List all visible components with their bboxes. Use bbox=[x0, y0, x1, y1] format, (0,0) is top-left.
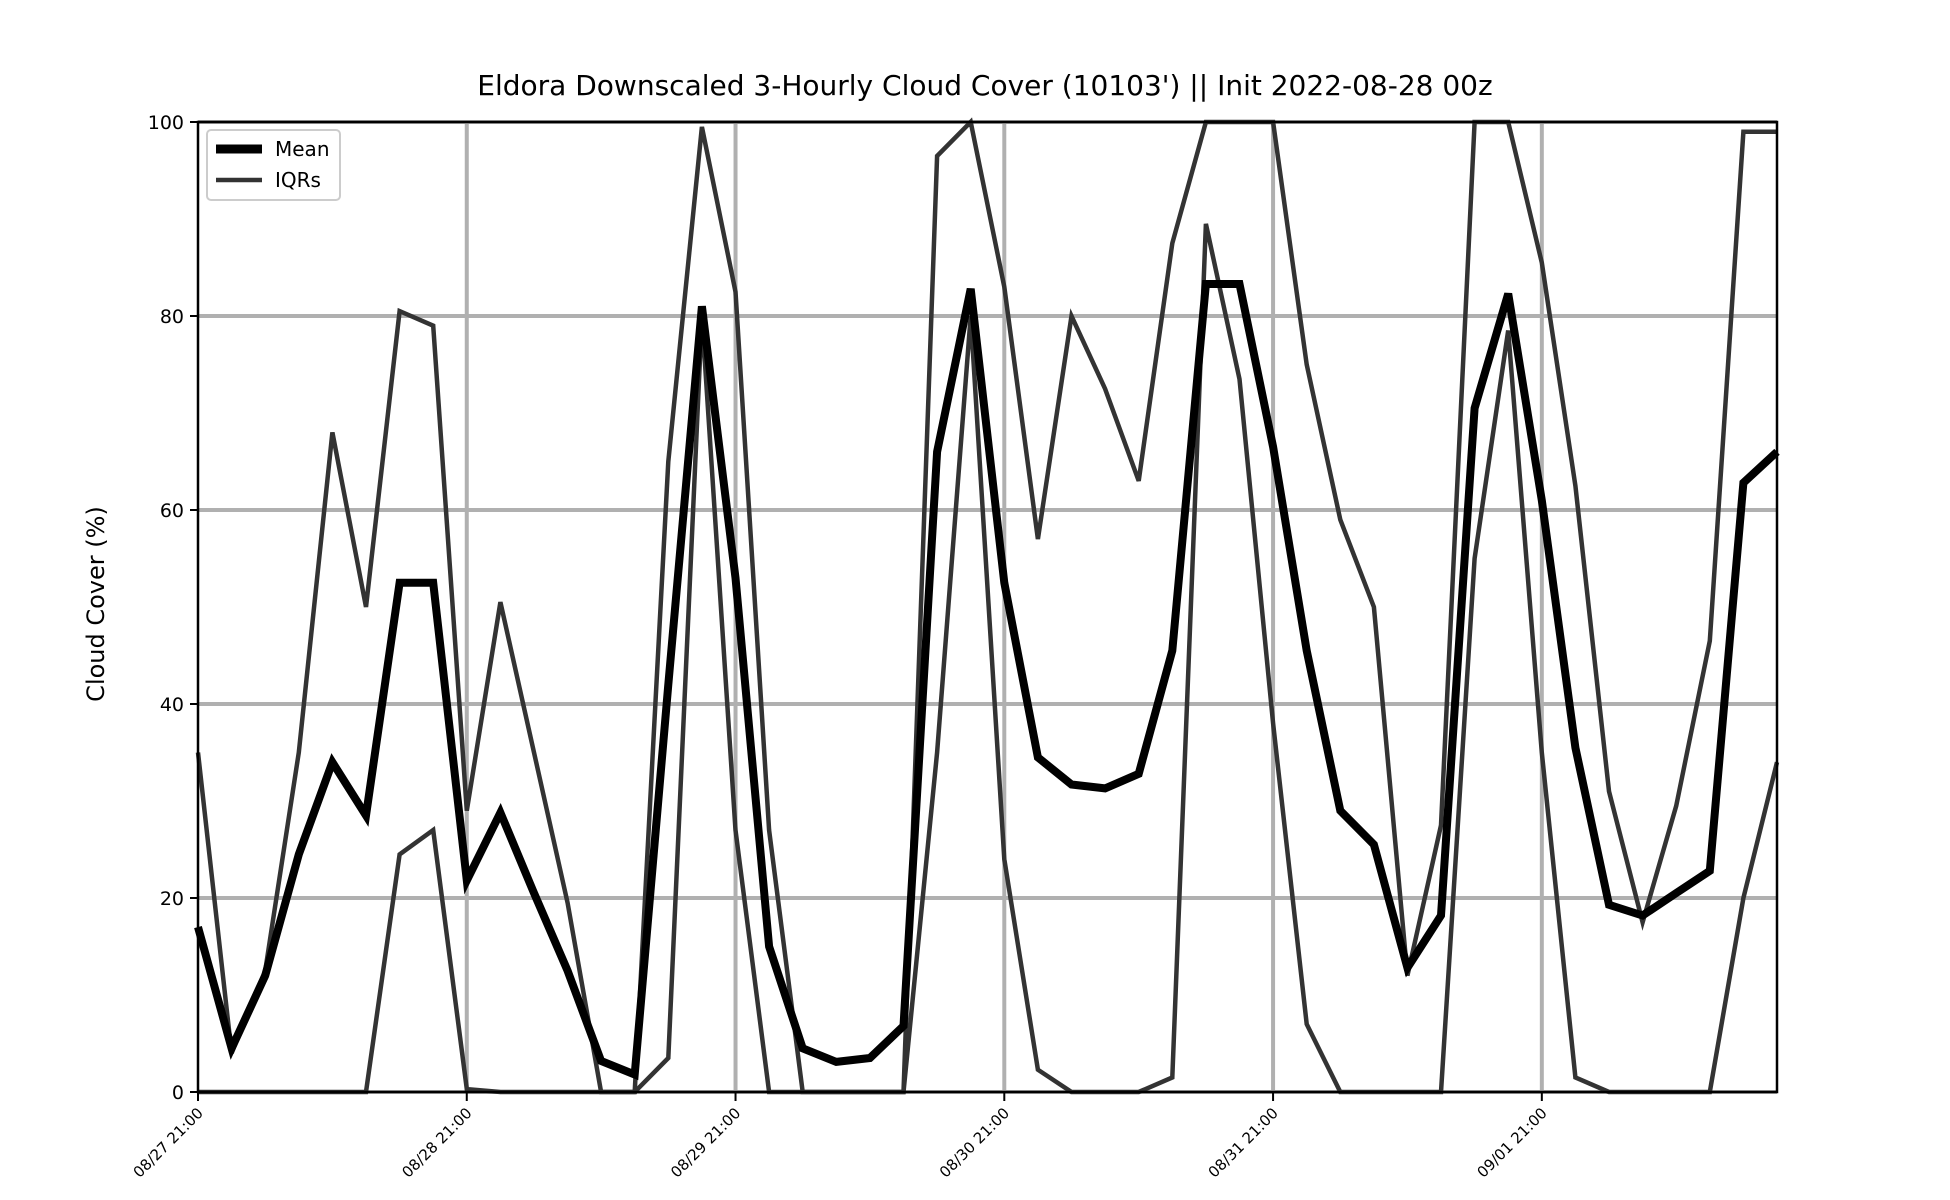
legend-mean-label: Mean bbox=[275, 137, 330, 161]
plot-frame bbox=[196, 120, 1779, 1094]
series-line-mean bbox=[194, 280, 1780, 1081]
chart-title: Eldora Downscaled 3-Hourly Cloud Cover (… bbox=[477, 69, 1492, 102]
x-tick-label: 08/29 21:00 bbox=[667, 1104, 744, 1181]
series-lines bbox=[194, 117, 1780, 1095]
series-line-iqr-upper bbox=[195, 117, 1777, 1095]
series-line-iqr-lower bbox=[198, 223, 1780, 1095]
y-tick-label: 80 bbox=[160, 306, 184, 328]
x-tick-label: 09/01 21:00 bbox=[1473, 1104, 1550, 1181]
y-axis-label: Cloud Cover (%) bbox=[82, 506, 110, 702]
x-tick-label: 08/30 21:00 bbox=[936, 1104, 1013, 1181]
x-tick-label: 08/28 21:00 bbox=[398, 1104, 475, 1181]
y-tick-label: 0 bbox=[172, 1082, 184, 1104]
x-tick-label: 08/27 21:00 bbox=[130, 1104, 207, 1181]
legend-iqr-label: IQRs bbox=[275, 168, 321, 192]
x-tick-label: 08/31 21:00 bbox=[1205, 1104, 1282, 1181]
axis-ticks: 0 20 40 60 80 100 08/27 21:00 08/28 21:00 08/29 … bbox=[130, 112, 1551, 1181]
y-tick-label: 20 bbox=[160, 888, 184, 910]
y-tick-label: 100 bbox=[148, 112, 184, 134]
y-tick-label: 60 bbox=[160, 500, 184, 522]
y-tick-label: 40 bbox=[160, 694, 184, 716]
legend: Mean IQRs bbox=[206, 129, 341, 201]
